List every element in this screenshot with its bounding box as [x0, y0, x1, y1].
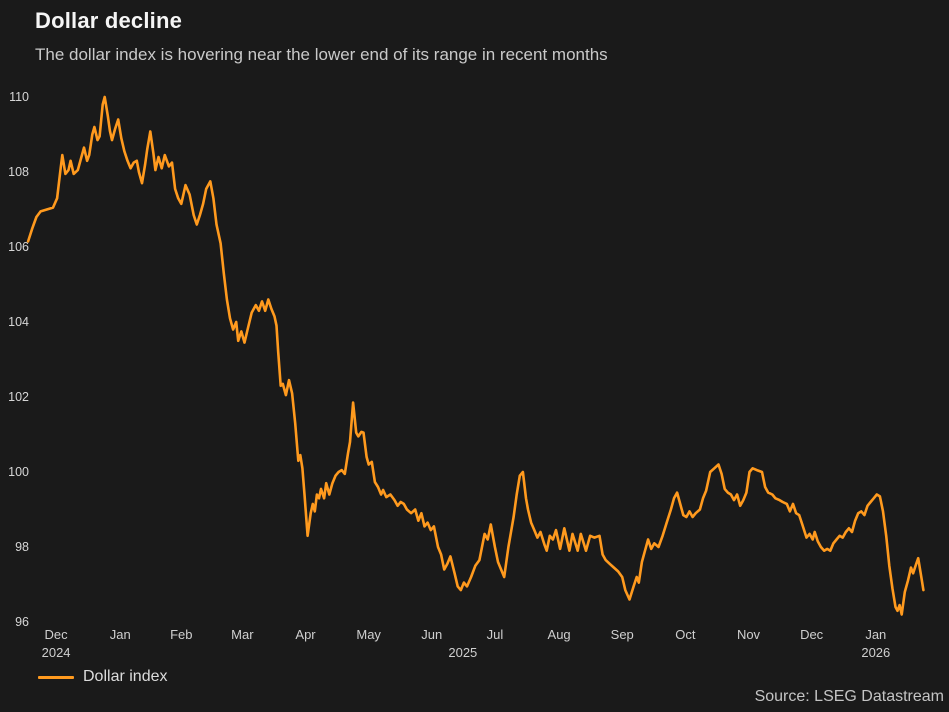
x-axis-month-label: May [356, 627, 381, 642]
y-axis-label: 96 [15, 615, 29, 629]
x-axis-month-label: Apr [295, 627, 316, 642]
dollar-index-line [26, 95, 925, 616]
x-axis-month-label: Sep [610, 627, 634, 642]
x-axis-year-label: 2026 [861, 645, 891, 660]
y-axis-label: 106 [8, 240, 29, 254]
legend-line-swatch-icon [38, 675, 74, 679]
x-axis-month-label: Dec [44, 627, 68, 642]
x-axis-month-label: Oct [675, 627, 696, 642]
y-axis-label: 104 [8, 315, 29, 329]
source-attribution: Source: LSEG Datastream [754, 688, 944, 705]
chart-subtitle: The dollar index is hovering near the lo… [35, 45, 608, 64]
x-axis-month-label: Feb [170, 627, 193, 642]
chart-title: Dollar decline [35, 8, 183, 33]
legend: Dollar index [38, 667, 167, 687]
y-axis-label: 102 [8, 390, 29, 404]
x-axis-month-label: Mar [231, 627, 254, 642]
x-axis-month-label: Jul [486, 627, 504, 642]
y-axis-label: 110 [9, 90, 29, 104]
x-axis-month-label: Jun [421, 627, 443, 642]
x-axis-month-label: Nov [736, 627, 761, 642]
y-axis-label: 100 [8, 465, 29, 479]
legend-label: Dollar index [83, 668, 168, 685]
x-axis-month-label: Aug [547, 627, 571, 642]
x-axis-year-label: 2024 [41, 645, 71, 660]
x-axis-month-label: Jan [865, 627, 887, 642]
x-axis-month-label: Jan [109, 627, 131, 642]
x-axis-month-label: Dec [800, 627, 824, 642]
x-axis-year-label: 2025 [448, 645, 478, 660]
y-axis-label: 108 [8, 165, 29, 179]
y-axis-label: 98 [15, 540, 29, 554]
